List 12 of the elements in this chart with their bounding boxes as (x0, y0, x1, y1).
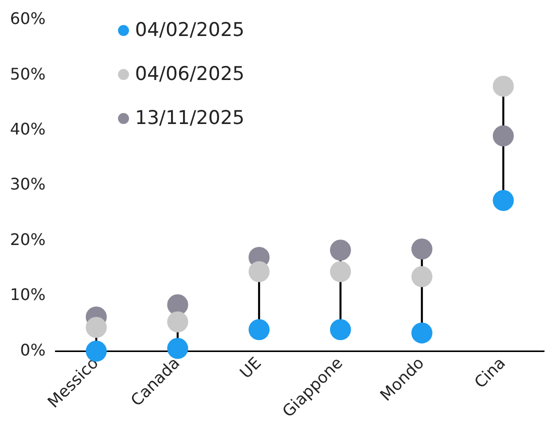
y-tick-label: 20% (10, 230, 46, 249)
y-tick-label: 50% (10, 64, 46, 84)
y-tick-label: 10% (10, 285, 46, 304)
y-tick-label: 0% (20, 340, 46, 360)
y-tick-label: 40% (10, 120, 46, 139)
y-tick-label: 60% (10, 9, 46, 28)
legend-label: 13/11/2025 (135, 107, 245, 129)
legend-label: 04/02/2025 (135, 19, 245, 41)
x-tick-label: Cina (470, 353, 510, 392)
y-tick-label: 30% (10, 174, 46, 194)
legend-label: 04/06/2025 (135, 63, 245, 85)
x-tick-label: UE (236, 353, 265, 382)
